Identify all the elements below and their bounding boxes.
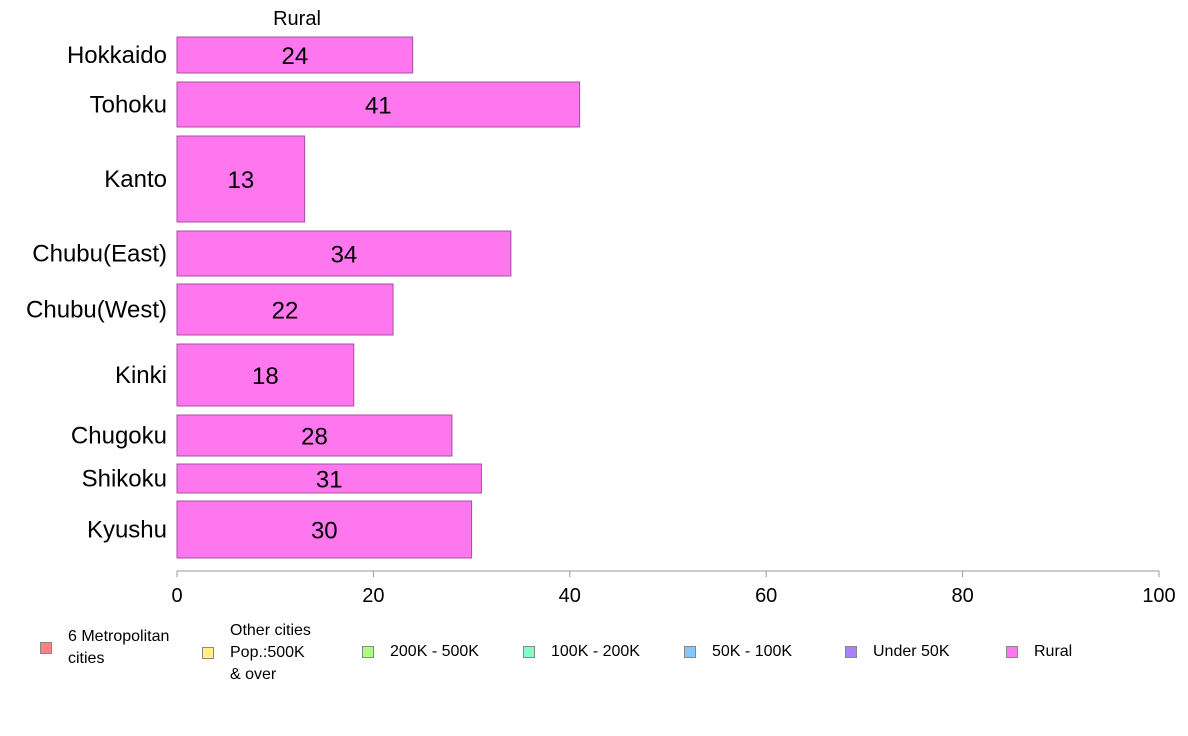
legend: 6 Metropolitan cities Other cities Pop.:… <box>0 620 1188 690</box>
x-tick-label: 20 <box>362 585 384 607</box>
category-label: Kinki <box>115 362 167 389</box>
legend-item-rural: Rural <box>1006 641 1072 663</box>
bar <box>176 81 581 128</box>
legend-item-100k-200k: 100K - 200K <box>523 641 640 663</box>
bar <box>176 500 473 559</box>
legend-item-200k-500k: 200K - 500K <box>362 641 479 663</box>
category-label: Chugoku <box>71 423 167 450</box>
legend-label: 100K - 200K <box>551 643 640 660</box>
category-label: Kyushu <box>87 517 167 544</box>
category-label: Hokkaido <box>67 42 167 69</box>
x-tick-label: 0 <box>171 585 182 607</box>
x-tick-label: 60 <box>755 585 777 607</box>
data-label: 31 <box>316 467 343 494</box>
legend-label: Rural <box>1034 643 1073 660</box>
category-label: Chubu(West) <box>26 297 167 324</box>
data-label: 41 <box>365 93 392 120</box>
legend-label: Other cities Pop.:500K & over <box>230 622 311 683</box>
data-label: 34 <box>331 242 358 269</box>
data-label: 18 <box>252 363 279 390</box>
data-label: 24 <box>281 43 308 70</box>
legend-swatch-rural <box>1006 646 1018 658</box>
bar-chart: Rural Hokkaido 24 Tohoku 41 Kanto 13 Chubu(East… <box>26 8 1176 607</box>
data-label: 28 <box>301 424 328 451</box>
legend-swatch-200k-500k <box>362 646 374 658</box>
legend-swatch-100k-200k <box>523 646 535 658</box>
chart-title: Rural <box>273 8 321 30</box>
x-tick-label: 100 <box>1142 585 1175 607</box>
data-label: 30 <box>311 518 338 545</box>
category-label: Kanto <box>104 166 167 193</box>
x-tick-label: 80 <box>951 585 973 607</box>
legend-swatch-under-50k <box>845 646 857 658</box>
x-tick-label: 40 <box>559 585 581 607</box>
category-label: Chubu(East) <box>32 241 167 268</box>
bar <box>176 230 512 277</box>
bar <box>176 463 482 494</box>
legend-label: 200K - 500K <box>390 643 479 660</box>
bar <box>176 414 453 457</box>
bar <box>176 36 414 74</box>
bar <box>176 283 394 336</box>
category-label: Tohoku <box>90 92 167 119</box>
legend-item-other-cities: Other cities Pop.:500K & over <box>202 620 311 686</box>
legend-label: 6 Metropolitan cities <box>68 628 170 667</box>
legend-swatch-6-metropolitan-cities <box>40 642 52 654</box>
legend-item-under-50k: Under 50K <box>845 641 950 663</box>
bar <box>176 343 355 407</box>
data-label: 22 <box>272 298 299 325</box>
legend-swatch-other-cities <box>202 647 214 659</box>
legend-label: 50K - 100K <box>712 643 793 660</box>
category-label: Shikoku <box>82 466 167 493</box>
data-label: 13 <box>227 167 254 194</box>
legend-item-50k-100k: 50K - 100K <box>684 641 792 663</box>
legend-swatch-50k-100k <box>684 646 696 658</box>
legend-label: Under 50K <box>873 643 950 660</box>
bar <box>176 135 306 223</box>
legend-item-6-metropolitan-cities: 6 Metropolitan cities <box>40 626 169 670</box>
